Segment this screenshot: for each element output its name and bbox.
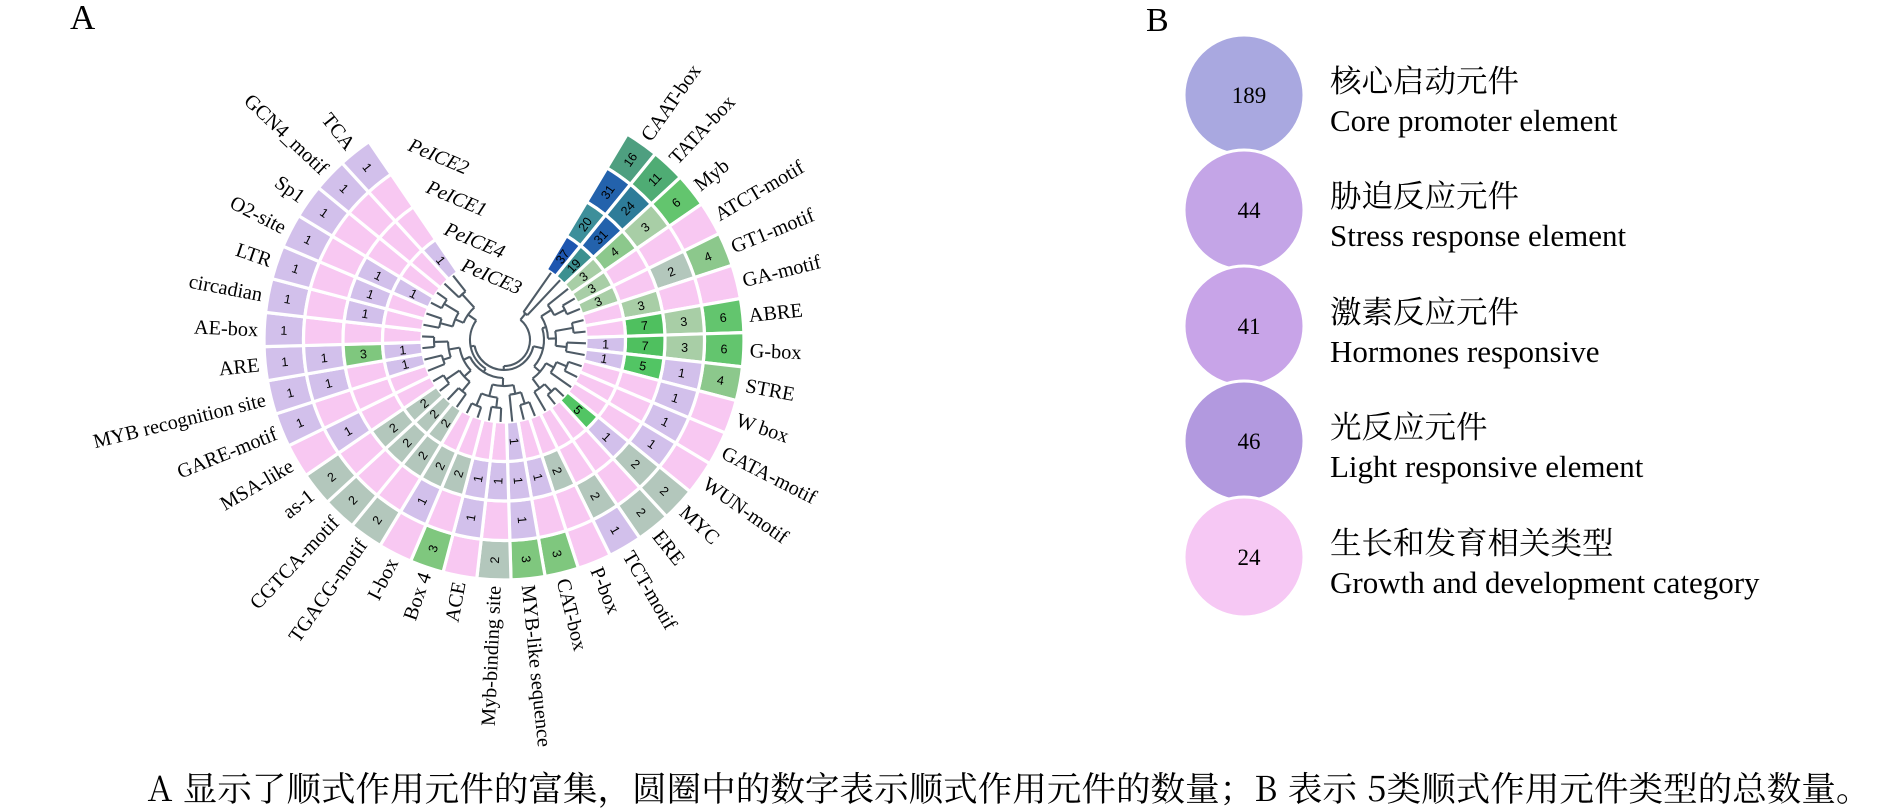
svg-text:3: 3 <box>426 543 442 554</box>
svg-text:3: 3 <box>359 347 367 362</box>
svg-text:Light responsive element: Light responsive element <box>1330 449 1644 484</box>
svg-text:Stress response element: Stress response element <box>1330 218 1627 253</box>
svg-text:Growth and development categor: Growth and development category <box>1330 565 1760 600</box>
svg-text:3: 3 <box>592 294 604 310</box>
svg-text:1: 1 <box>670 391 681 407</box>
svg-text:5: 5 <box>638 359 647 374</box>
svg-text:6: 6 <box>719 311 727 326</box>
svg-text:1: 1 <box>365 287 376 303</box>
svg-text:ARE: ARE <box>218 355 261 381</box>
svg-text:7: 7 <box>640 319 648 334</box>
svg-text:1: 1 <box>677 366 686 381</box>
svg-text:2: 2 <box>488 556 502 564</box>
svg-text:1: 1 <box>280 324 288 338</box>
svg-text:3: 3 <box>636 298 646 313</box>
svg-text:2: 2 <box>549 465 565 477</box>
svg-text:1: 1 <box>514 516 529 524</box>
svg-text:2: 2 <box>451 468 467 479</box>
svg-text:1: 1 <box>471 474 486 483</box>
svg-text:1: 1 <box>360 307 369 322</box>
svg-text:1: 1 <box>283 292 292 307</box>
svg-text:ABRE: ABRE <box>748 300 804 327</box>
svg-text:46: 46 <box>1238 429 1261 454</box>
svg-text:1: 1 <box>464 513 479 522</box>
svg-text:1: 1 <box>599 351 608 366</box>
svg-text:41: 41 <box>1238 314 1261 339</box>
svg-text:2: 2 <box>666 264 678 280</box>
svg-text:37: 37 <box>553 247 572 266</box>
svg-text:3: 3 <box>549 549 564 559</box>
svg-text:16: 16 <box>621 150 640 169</box>
svg-text:1: 1 <box>290 261 301 277</box>
svg-text:1: 1 <box>511 476 526 484</box>
svg-text:AE-box: AE-box <box>194 317 259 342</box>
svg-text:A: A <box>70 0 96 37</box>
svg-text:Hormones responsive: Hormones responsive <box>1330 334 1599 369</box>
svg-text:20: 20 <box>576 215 595 234</box>
svg-text:1: 1 <box>324 376 334 391</box>
svg-text:1: 1 <box>507 437 522 445</box>
svg-text:1: 1 <box>530 472 545 482</box>
svg-text:1: 1 <box>491 477 505 485</box>
svg-text:31: 31 <box>598 182 617 201</box>
svg-text:1: 1 <box>602 337 610 351</box>
svg-text:B: B <box>1146 2 1169 39</box>
svg-text:1: 1 <box>285 386 295 401</box>
svg-text:1: 1 <box>399 343 407 358</box>
svg-text:1: 1 <box>320 351 328 366</box>
svg-text:44: 44 <box>1238 198 1262 223</box>
svg-text:4: 4 <box>702 249 714 265</box>
svg-text:3: 3 <box>681 341 689 355</box>
svg-text:1: 1 <box>400 357 410 372</box>
svg-text:4: 4 <box>716 373 725 388</box>
svg-text:3: 3 <box>518 555 533 563</box>
svg-text:Core promoter element: Core promoter element <box>1330 103 1618 138</box>
svg-text:1: 1 <box>281 355 289 370</box>
svg-text:24: 24 <box>1238 545 1262 570</box>
svg-text:6: 6 <box>720 342 728 356</box>
svg-text:1: 1 <box>294 415 306 431</box>
svg-text:G-box: G-box <box>749 340 802 364</box>
svg-text:7: 7 <box>641 339 649 353</box>
svg-text:189: 189 <box>1232 83 1267 108</box>
svg-text:3: 3 <box>680 315 688 330</box>
